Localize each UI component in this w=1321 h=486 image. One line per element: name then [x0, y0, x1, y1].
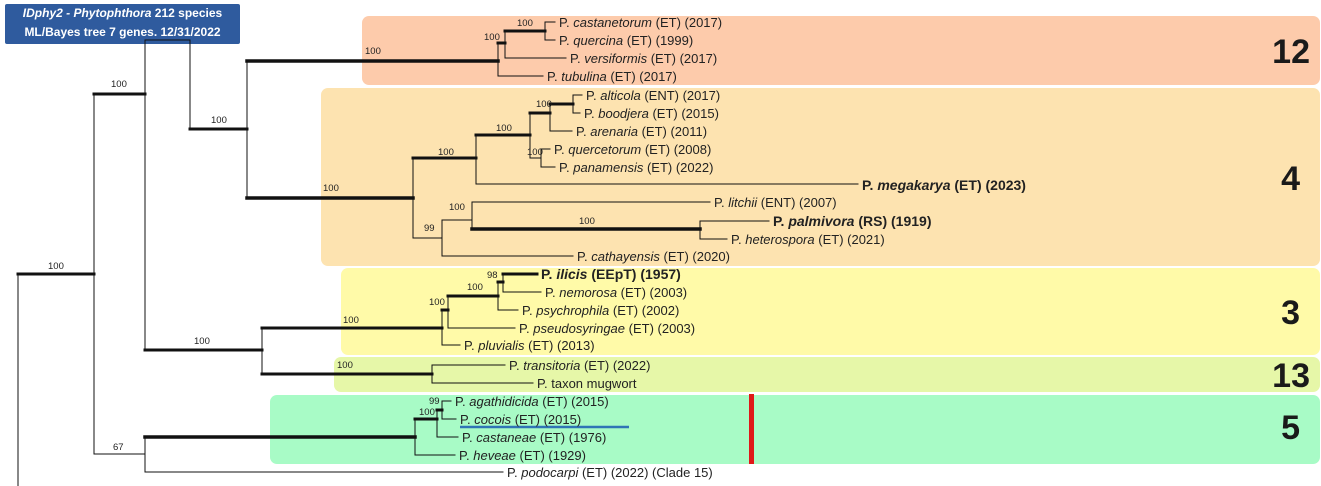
- taxon-label: P. pluvialis (ET) (2013): [464, 338, 595, 353]
- clade-13-band: [334, 357, 1320, 392]
- support-value: 100: [323, 183, 339, 194]
- support-value: 100: [194, 336, 210, 347]
- clade-number-5: 5: [1281, 409, 1300, 447]
- support-values: 100 100 100 100 100 100 100 100 100 100 …: [48, 18, 595, 453]
- taxon-label: P. quercetorum (ET) (2008): [554, 142, 711, 157]
- clade-5-band: [270, 395, 1320, 464]
- taxon-label: P. taxon mugwort: [537, 376, 637, 391]
- support-value: 100: [579, 216, 595, 227]
- taxon-label: P. versiformis (ET) (2017): [570, 51, 717, 66]
- taxon-label: P. castaneae (ET) (1976): [462, 430, 606, 445]
- taxon-label: P. palmivora (RS) (1919): [773, 213, 932, 229]
- title-rest-part: 212 species: [151, 6, 223, 20]
- taxon-label: P. psychrophila (ET) (2002): [522, 303, 679, 318]
- taxon-label: P. transitoria (ET) (2022): [509, 358, 650, 373]
- taxon-labels: P. castanetorum (ET) (2017) P. quercina …: [455, 15, 1026, 480]
- support-value: 67: [113, 442, 124, 453]
- taxon-label: P. litchii (ENT) (2007): [714, 195, 837, 210]
- support-value: 100: [484, 32, 500, 43]
- taxon-label: P. alticola (ENT) (2017): [586, 88, 720, 103]
- taxon-label: P. agathidicida (ET) (2015): [455, 394, 609, 409]
- support-value: 100: [365, 46, 381, 57]
- support-value: 100: [517, 18, 533, 29]
- title-line-1: IDphy2 - Phytophthora 212 species: [5, 4, 240, 23]
- taxon-label: P. cathayensis (ET) (2020): [577, 249, 730, 264]
- support-value: 98: [487, 270, 498, 281]
- support-value: 100: [536, 99, 552, 110]
- taxon-label: P. podocarpi (ET) (2022) (Clade 15): [507, 465, 713, 480]
- support-value: 100: [527, 147, 543, 158]
- taxon-label: P. tubulina (ET) (2017): [547, 69, 677, 84]
- support-value: 100: [111, 79, 127, 90]
- support-value: 100: [343, 315, 359, 326]
- clade-number-12: 12: [1272, 33, 1310, 71]
- taxon-label: P. megakarya (ET) (2023): [862, 177, 1026, 193]
- taxon-label: P. panamensis (ET) (2022): [559, 160, 713, 175]
- title-line-2: ML/Bayes tree 7 genes. 12/31/2022: [24, 25, 221, 39]
- clade-number-13: 13: [1272, 357, 1310, 395]
- clade-number-4: 4: [1281, 160, 1300, 198]
- clade-4-band: [321, 88, 1320, 266]
- support-value: 100: [211, 115, 227, 126]
- taxon-label: P. pseudosyringae (ET) (2003): [519, 321, 695, 336]
- taxon-label: P. nemorosa (ET) (2003): [545, 285, 687, 300]
- support-value: 100: [419, 407, 435, 418]
- support-value: 100: [438, 147, 454, 158]
- support-value: 100: [449, 202, 465, 213]
- clade-number-3: 3: [1281, 294, 1300, 332]
- taxon-label: P. boodjera (ET) (2015): [584, 106, 719, 121]
- taxon-label: P. arenaria (ET) (2011): [576, 124, 707, 139]
- support-value: 100: [337, 360, 353, 371]
- figure-title-box: IDphy2 - Phytophthora 212 species ML/Bay…: [5, 4, 240, 44]
- support-value: 100: [429, 297, 445, 308]
- support-value: 100: [496, 123, 512, 134]
- taxon-label: P. castanetorum (ET) (2017): [559, 15, 722, 30]
- clade-12-band: [362, 16, 1320, 85]
- red-marker-bar: [749, 394, 754, 464]
- support-value: 100: [48, 261, 64, 272]
- taxon-label: P. heterospora (ET) (2021): [731, 232, 885, 247]
- taxon-label: P. ilicis (EEpT) (1957): [541, 266, 681, 282]
- support-value: 99: [424, 223, 435, 234]
- taxon-label: P. heveae (ET) (1929): [459, 448, 586, 463]
- title-italic-part: IDphy2 - Phytophthora: [22, 6, 152, 20]
- support-value: 100: [467, 282, 483, 293]
- taxon-label: P. cocois (ET) (2015): [460, 412, 581, 427]
- taxon-label: P. quercina (ET) (1999): [559, 33, 693, 48]
- support-value: 99: [429, 396, 440, 407]
- tree-branches: [16, 21, 859, 486]
